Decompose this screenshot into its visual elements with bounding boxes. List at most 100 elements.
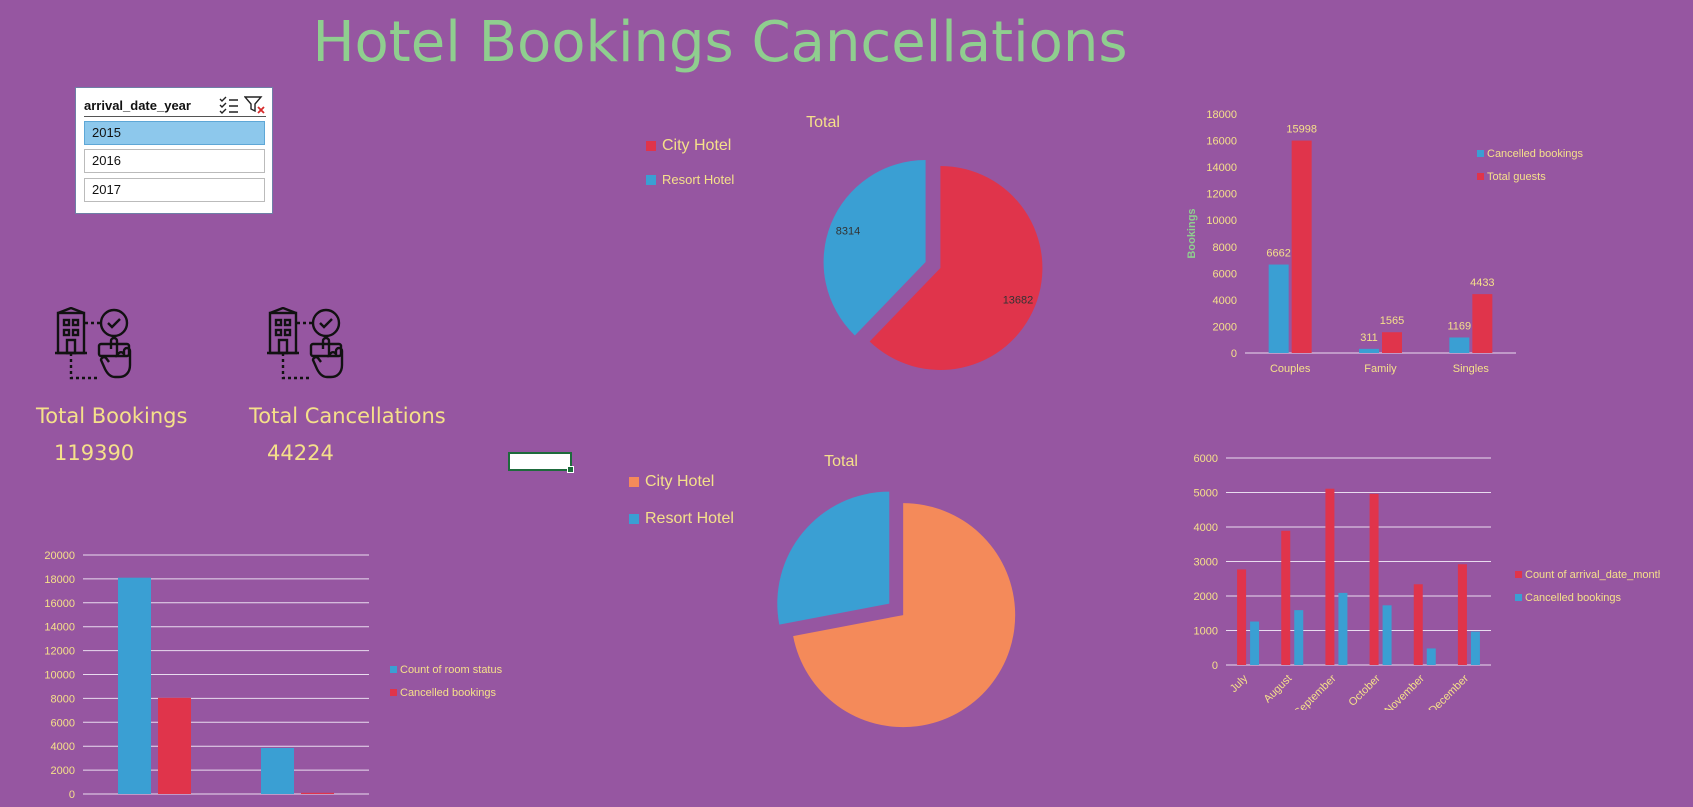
clear-filter-icon[interactable] — [244, 95, 266, 115]
selected-cell[interactable] — [508, 452, 574, 473]
slicer-item-2017[interactable]: 2017 — [84, 178, 265, 202]
bar-chart-rooms: 0 2000 4000 6000 8000 10000 12000 14000 16000 180… — [44, 550, 503, 801]
bar — [1338, 592, 1348, 665]
x-tick-label: Singles — [1453, 363, 1490, 375]
slicer-item-2016[interactable]: 2016 — [84, 149, 265, 173]
legend-swatch — [646, 175, 656, 185]
slicer-title: arrival_date_year — [84, 97, 191, 113]
y-tick-label: 4000 — [51, 741, 75, 753]
y-tick-label: 4000 — [1194, 522, 1218, 534]
bar — [301, 792, 334, 794]
total-bookings-value: 119390 — [54, 441, 135, 465]
x-tick-label: December — [1427, 672, 1472, 710]
y-tick-label: 12000 — [1206, 189, 1237, 201]
legend-swatch — [1515, 571, 1522, 578]
legend-entry: Cancelled bookings — [1487, 148, 1584, 160]
y-tick-label: 20000 — [44, 550, 75, 562]
bar — [1449, 337, 1470, 353]
bar — [118, 577, 151, 794]
y-tick-label: 1000 — [1194, 626, 1218, 638]
dashboard-title: Hotel Bookings Cancellations — [312, 10, 1128, 75]
y-tick-label: 6000 — [51, 717, 75, 729]
bar — [261, 747, 294, 794]
pie-data-label: 8314 — [836, 226, 860, 238]
total-cancellations-value: 44224 — [267, 441, 334, 465]
legend-entry: City Hotel — [645, 473, 714, 490]
bar — [1237, 569, 1247, 665]
y-tick-label: 4000 — [1213, 295, 1237, 307]
x-tick-label: October — [1347, 672, 1383, 708]
y-tick-label: 0 — [1212, 660, 1218, 672]
legend-entry: Total guests — [1487, 171, 1546, 183]
pie-title: Total — [806, 114, 840, 131]
y-tick-label: 14000 — [1206, 162, 1237, 174]
bar — [1382, 605, 1392, 665]
pie-data-label: 13682 — [1003, 294, 1034, 306]
y-tick-label: 2000 — [1194, 591, 1218, 603]
y-tick-label: 6000 — [1213, 268, 1237, 280]
y-tick-label: 0 — [1231, 348, 1237, 360]
x-tick-label: August — [1262, 673, 1295, 706]
y-tick-label: 2000 — [1213, 321, 1237, 333]
y-tick-label: 10000 — [1206, 215, 1237, 227]
legend-swatch — [390, 666, 397, 673]
total-cancellations-label: Total Cancellations — [249, 404, 446, 428]
legend-entry: Resort Hotel — [645, 510, 734, 527]
bar-data-label: 1169 — [1448, 320, 1472, 332]
x-tick-label: September — [1292, 672, 1339, 710]
y-tick-label: 18000 — [1206, 109, 1237, 121]
bar-chart-months: 0 1000 2000 3000 4000 5000 6000 July AugustSepte… — [1194, 453, 1660, 710]
bar — [1291, 140, 1312, 353]
bar — [1472, 294, 1493, 353]
y-tick-label: 8000 — [1213, 242, 1237, 254]
y-tick-label: 16000 — [44, 598, 75, 610]
bar — [1369, 493, 1379, 665]
bar — [1413, 584, 1423, 665]
hotel-booking-icon — [267, 307, 344, 380]
y-tick-label: 18000 — [44, 574, 75, 586]
legend-entry: Count of room status — [400, 664, 503, 676]
pie-chart-top: Total 13682 City Hotel 8314 Resort Hotel — [646, 114, 1043, 370]
y-tick-label: 12000 — [44, 646, 75, 658]
bar — [1250, 621, 1260, 665]
bar-data-label: 4433 — [1470, 277, 1494, 289]
legend-swatch — [390, 689, 397, 696]
pie-slice-city-hotel — [793, 503, 1016, 728]
pie-slice-city-hotel — [869, 165, 1043, 370]
bar — [1359, 348, 1379, 353]
bar — [1325, 488, 1335, 665]
bar — [1426, 648, 1436, 665]
legend-swatch — [1477, 150, 1484, 157]
pie-chart-bottom: Total City Hotel Resort Hotel — [629, 453, 1016, 728]
legend-swatch — [646, 141, 656, 151]
y-tick-label: 2000 — [51, 765, 75, 777]
bar — [1470, 631, 1480, 665]
bar-data-label: 6662 — [1266, 248, 1290, 260]
y-tick-label: 14000 — [44, 622, 75, 634]
bar — [1281, 530, 1291, 665]
legend-entry: Cancelled bookings — [400, 687, 497, 699]
x-tick-label: Couples — [1270, 363, 1311, 375]
legend-swatch — [1477, 173, 1484, 180]
bar — [1382, 332, 1402, 353]
y-tick-label: 0 — [69, 789, 75, 801]
total-bookings-label: Total Bookings — [36, 404, 188, 428]
bar-data-label: 1565 — [1380, 315, 1404, 327]
slicer-item-2015[interactable]: 2015 — [84, 121, 265, 145]
legend-swatch — [1515, 594, 1522, 601]
y-tick-label: 8000 — [51, 693, 75, 705]
bar — [158, 697, 191, 794]
x-tick-label: November — [1383, 672, 1428, 710]
bar — [1294, 610, 1304, 665]
legend-swatch — [629, 514, 639, 524]
legend-entry: Count of arrival_date_month — [1525, 569, 1660, 581]
hotel-booking-icon — [55, 307, 132, 380]
pie-title: Total — [824, 453, 858, 470]
pie-slice-resort-hotel — [777, 491, 890, 625]
legend-swatch — [629, 477, 639, 487]
bar — [1268, 264, 1289, 353]
bar-data-label: 15998 — [1286, 124, 1317, 136]
multi-select-icon[interactable] — [218, 95, 240, 115]
year-slicer: arrival_date_year 2015 2016 2017 — [75, 87, 273, 214]
y-axis-label: Bookings — [1186, 208, 1198, 258]
